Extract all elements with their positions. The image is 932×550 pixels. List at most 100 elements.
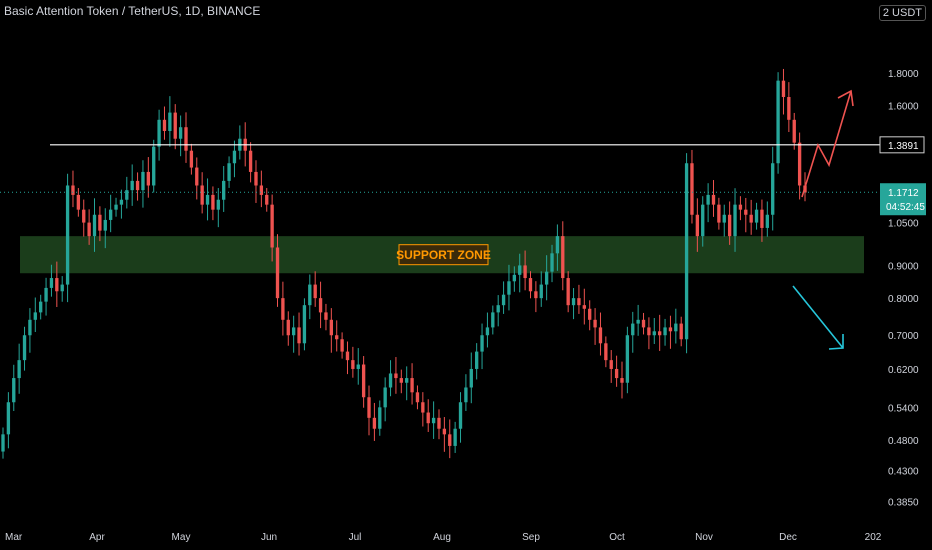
- candle-body: [114, 204, 118, 210]
- candle-body: [372, 417, 377, 429]
- candle-body: [544, 271, 549, 285]
- candle-body: [329, 319, 334, 336]
- candles-layer: [1, 68, 864, 459]
- candle-body: [749, 214, 753, 223]
- candle-body: [367, 397, 371, 418]
- candle-body: [674, 323, 678, 332]
- bearish-arrow-head: [828, 334, 844, 350]
- current-price-badge: [880, 183, 926, 216]
- candle-body: [135, 180, 140, 191]
- candle-body: [609, 360, 613, 369]
- candle-body: [205, 194, 210, 205]
- candle-body: [157, 119, 161, 147]
- x-tick-label: Jun: [261, 532, 277, 543]
- y-tick-label: 0.7000: [888, 331, 919, 342]
- currency-unit-badge[interactable]: 2 USDT: [878, 5, 926, 21]
- candle-body: [248, 150, 253, 172]
- candle-body: [410, 378, 414, 393]
- candle-body: [727, 214, 732, 237]
- candle-body: [501, 294, 506, 306]
- candle-body: [275, 247, 280, 299]
- candle-body: [76, 194, 81, 210]
- candle-body: [722, 214, 726, 223]
- candle-body: [690, 163, 694, 215]
- x-tick-label: Sep: [522, 532, 540, 543]
- candle-body: [39, 301, 43, 313]
- candle-body: [55, 278, 59, 292]
- candle-body: [550, 253, 554, 272]
- candle-body: [701, 204, 705, 237]
- candle-body: [593, 319, 597, 328]
- resistance-price-label: 1.3891: [888, 141, 919, 152]
- candle-body: [744, 209, 748, 215]
- y-tick-label: 0.9000: [888, 261, 919, 272]
- y-tick-label: 0.4300: [888, 467, 919, 478]
- candle-body: [351, 360, 355, 369]
- candle-body: [480, 335, 484, 352]
- candle-body: [399, 378, 403, 383]
- candle-body: [426, 412, 430, 424]
- candle-body: [588, 308, 592, 320]
- candle-body: [431, 417, 436, 424]
- candle-body: [442, 428, 447, 435]
- candle-body: [641, 319, 646, 328]
- candle-body: [711, 194, 716, 205]
- candle-body: [92, 214, 97, 237]
- candle-body: [211, 194, 215, 210]
- candle-body: [286, 319, 290, 336]
- candle-body: [496, 305, 500, 313]
- candle-body: [781, 80, 786, 98]
- candle-body: [776, 80, 780, 164]
- candle-body: [636, 319, 640, 324]
- candle-body: [738, 204, 743, 210]
- x-tick-label: Mar: [5, 532, 23, 543]
- axes-layer: 1.8000 1.6000 1.0500 0.9000 0.8000 0.7000 0.62…: [5, 69, 926, 543]
- bullish-projection-arrow: [801, 90, 852, 198]
- y-tick-label: 0.5400: [888, 403, 919, 414]
- candle-body: [652, 331, 656, 336]
- candle-body: [518, 265, 522, 275]
- candle-body: [512, 274, 517, 282]
- candle-body: [146, 171, 150, 186]
- candle-body: [65, 185, 70, 285]
- candle-body: [281, 298, 285, 320]
- x-tick-label: Aug: [433, 532, 451, 543]
- y-tick-label: 0.3850: [888, 497, 919, 508]
- bearish-projection-arrow: [792, 285, 844, 349]
- candle-body: [302, 305, 307, 344]
- resistance-price-badge: [879, 136, 925, 154]
- candle-body: [168, 112, 172, 131]
- candle-body: [98, 214, 102, 231]
- candle-body: [1, 434, 5, 452]
- candle-body: [44, 287, 48, 302]
- candle-body: [534, 291, 538, 299]
- candle-body: [394, 373, 398, 379]
- candle-body: [577, 298, 581, 306]
- candle-body: [717, 204, 721, 223]
- candle-body: [383, 387, 387, 408]
- candle-body: [6, 402, 11, 435]
- candle-body: [324, 312, 328, 320]
- candle-body: [227, 163, 231, 181]
- candle-body: [195, 167, 199, 186]
- candle-body: [792, 119, 796, 143]
- candle-body: [361, 364, 366, 398]
- candle-body: [222, 180, 226, 200]
- candle-body: [448, 434, 452, 446]
- candle-body: [620, 378, 624, 383]
- current-price-label: 1.1712: [888, 188, 919, 199]
- candle-body: [308, 284, 312, 306]
- candle-body: [561, 236, 565, 279]
- candle-body: [119, 199, 124, 205]
- candle-body: [474, 351, 479, 369]
- candle-body: [259, 185, 264, 195]
- candle-body: [771, 163, 775, 215]
- candle-body: [663, 327, 667, 336]
- candle-body: [614, 368, 619, 379]
- candle-body: [491, 312, 495, 328]
- candle-body: [631, 323, 635, 336]
- candle-body: [787, 97, 791, 120]
- candle-body: [71, 185, 75, 195]
- candle-body: [60, 284, 64, 292]
